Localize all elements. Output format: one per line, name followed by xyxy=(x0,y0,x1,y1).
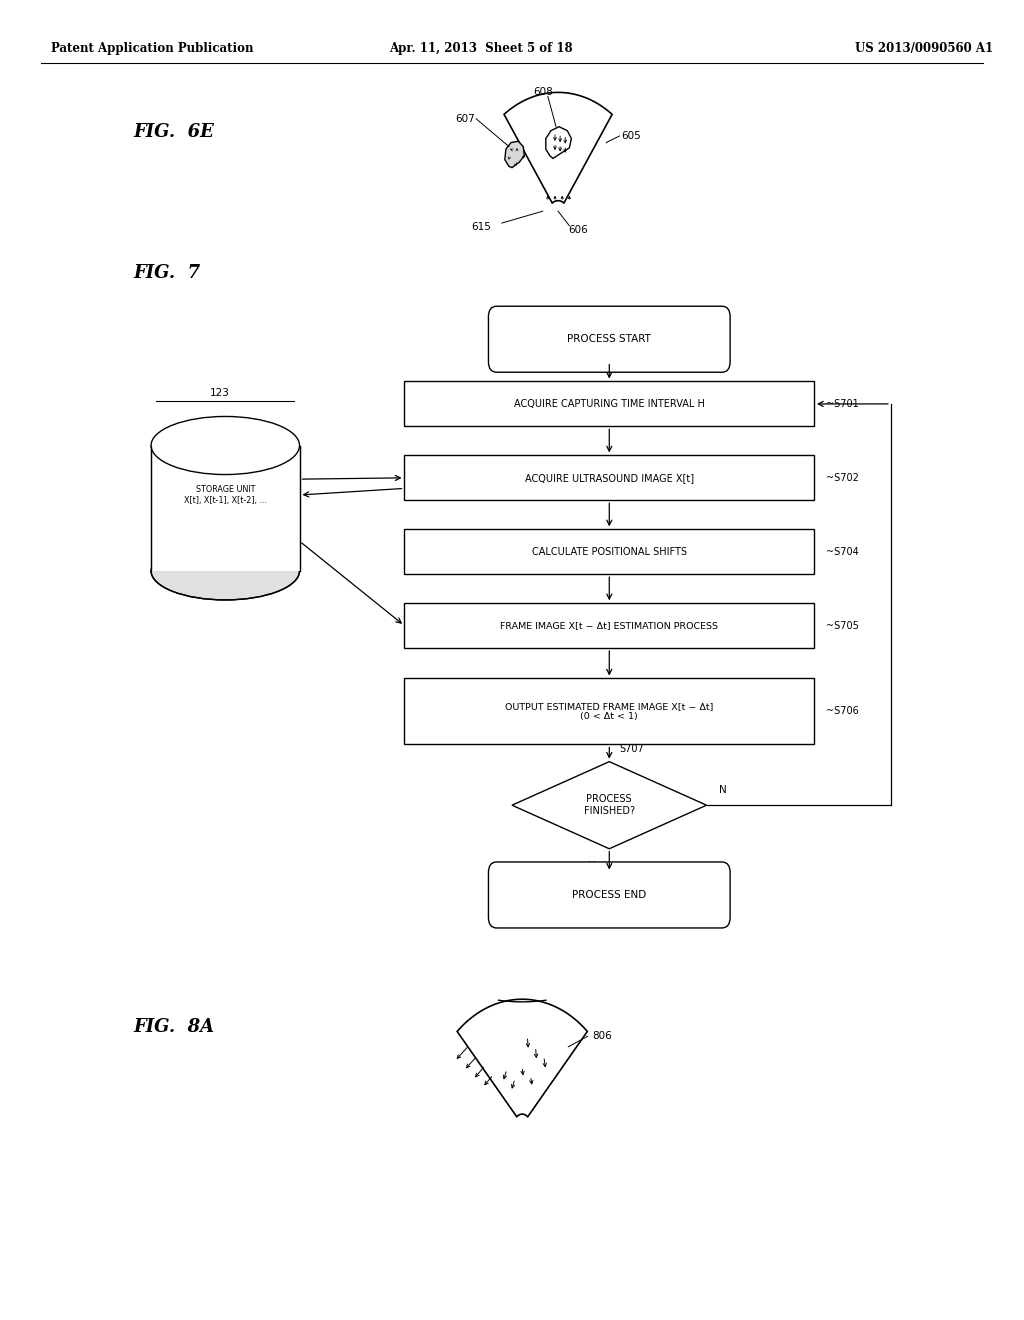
Text: Patent Application Publication: Patent Application Publication xyxy=(51,42,254,55)
Text: 615: 615 xyxy=(471,222,492,232)
Polygon shape xyxy=(546,127,571,158)
Text: FIG.  8A: FIG. 8A xyxy=(133,1018,214,1036)
Text: 608: 608 xyxy=(532,87,553,98)
Text: PROCESS START: PROCESS START xyxy=(567,334,651,345)
Text: CALCULATE POSITIONAL SHIFTS: CALCULATE POSITIONAL SHIFTS xyxy=(531,546,687,557)
Polygon shape xyxy=(504,92,612,203)
Text: 605: 605 xyxy=(622,131,641,141)
Text: OUTPUT ESTIMATED FRAME IMAGE X[t − Δt]
(0 < Δt < 1): OUTPUT ESTIMATED FRAME IMAGE X[t − Δt] (… xyxy=(505,702,714,721)
Text: ~S705: ~S705 xyxy=(826,620,859,631)
Text: ACQUIRE ULTRASOUND IMAGE X[t]: ACQUIRE ULTRASOUND IMAGE X[t] xyxy=(524,473,694,483)
Text: ~S702: ~S702 xyxy=(826,473,859,483)
Polygon shape xyxy=(505,141,524,168)
Bar xyxy=(404,455,814,500)
Bar xyxy=(404,603,814,648)
FancyBboxPatch shape xyxy=(488,306,730,372)
Text: STORAGE UNIT
X[t], X[t-1], X[t-2], ...: STORAGE UNIT X[t], X[t-1], X[t-2], ... xyxy=(183,486,267,504)
Text: ~S701: ~S701 xyxy=(826,399,859,409)
Text: N: N xyxy=(719,784,727,795)
Bar xyxy=(404,678,814,744)
Text: ACQUIRE CAPTURING TIME INTERVAL H: ACQUIRE CAPTURING TIME INTERVAL H xyxy=(514,399,705,409)
Text: 806: 806 xyxy=(592,1031,611,1041)
Text: FIG.  6E: FIG. 6E xyxy=(133,123,214,141)
Text: PROCESS
FINISHED?: PROCESS FINISHED? xyxy=(584,795,635,816)
Text: PROCESS END: PROCESS END xyxy=(572,890,646,900)
FancyBboxPatch shape xyxy=(488,862,730,928)
Polygon shape xyxy=(512,762,707,849)
Text: ~S706: ~S706 xyxy=(826,706,859,717)
Text: S707: S707 xyxy=(620,743,644,754)
Text: FIG.  7: FIG. 7 xyxy=(133,264,201,282)
Text: 606: 606 xyxy=(568,224,589,235)
Ellipse shape xyxy=(152,417,299,474)
Ellipse shape xyxy=(152,541,299,599)
Text: FRAME IMAGE X[t − Δt] ESTIMATION PROCESS: FRAME IMAGE X[t − Δt] ESTIMATION PROCESS xyxy=(501,622,718,630)
Text: Y: Y xyxy=(588,861,594,871)
Text: US 2013/0090560 A1: US 2013/0090560 A1 xyxy=(855,42,993,55)
Text: ~S704: ~S704 xyxy=(826,546,859,557)
Text: 123: 123 xyxy=(210,388,230,397)
Bar xyxy=(152,446,299,570)
Text: Apr. 11, 2013  Sheet 5 of 18: Apr. 11, 2013 Sheet 5 of 18 xyxy=(389,42,573,55)
Polygon shape xyxy=(457,999,588,1117)
Bar xyxy=(152,446,299,570)
Bar xyxy=(404,529,814,574)
Bar xyxy=(404,381,814,426)
Text: 607: 607 xyxy=(455,114,475,124)
